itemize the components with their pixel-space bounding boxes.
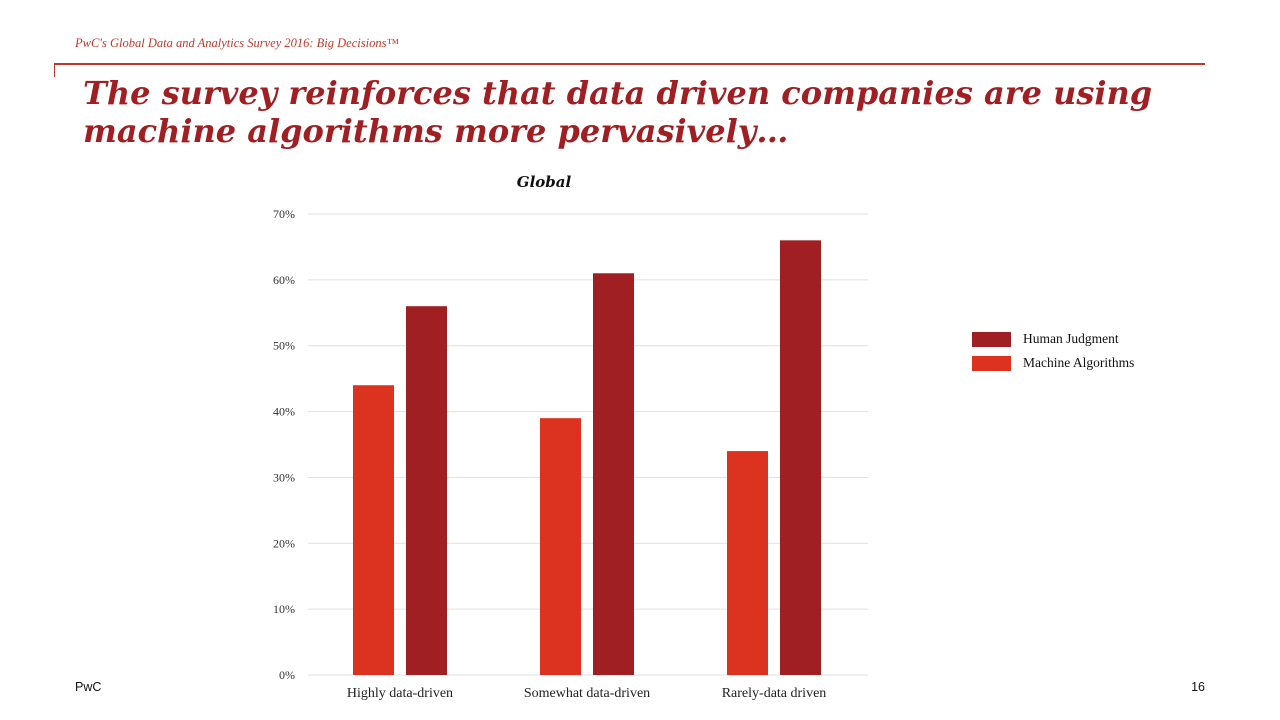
y-tick-label: 40% xyxy=(273,405,295,419)
bar-machine-algorithms xyxy=(353,385,394,675)
legend-label-machine: Machine Algorithms xyxy=(1023,355,1135,370)
legend-item-human: Human Judgment xyxy=(972,327,1134,351)
bar-machine-algorithms xyxy=(727,451,768,675)
header-rule xyxy=(54,63,1205,65)
y-tick-label: 50% xyxy=(273,339,295,353)
survey-note: PwC's Global Data and Analytics Survey 2… xyxy=(75,36,399,50)
legend-swatch-machine xyxy=(972,355,1011,371)
chart-title: Global xyxy=(517,173,572,191)
legend-label-human: Human Judgment xyxy=(1023,331,1119,346)
y-tick-label: 30% xyxy=(273,470,295,484)
x-tick-label: Rarely-data driven xyxy=(722,686,827,701)
bar-human-judgment xyxy=(406,306,447,675)
header-rule-tick xyxy=(54,63,55,77)
footer-brand: PwC xyxy=(75,680,102,694)
bar-machine-algorithms xyxy=(540,418,581,675)
bar-human-judgment xyxy=(780,240,821,676)
legend-item-machine: Machine Algorithms xyxy=(972,351,1134,375)
bar-human-judgment xyxy=(593,273,634,675)
legend-swatch-human xyxy=(972,331,1011,347)
x-tick-label: Highly data-driven xyxy=(347,686,453,701)
y-tick-label: 10% xyxy=(273,602,295,616)
y-tick-label: 60% xyxy=(273,273,295,287)
x-tick-label: Somewhat data-driven xyxy=(524,686,650,701)
y-tick-label: 70% xyxy=(273,207,295,221)
page-number: 16 xyxy=(1191,680,1205,694)
slide-title: The survey reinforces that data driven c… xyxy=(83,74,1153,150)
y-tick-label: 0% xyxy=(279,668,295,682)
chart-legend: Human Judgment Machine Algorithms xyxy=(972,327,1134,375)
y-tick-label: 20% xyxy=(273,536,295,550)
